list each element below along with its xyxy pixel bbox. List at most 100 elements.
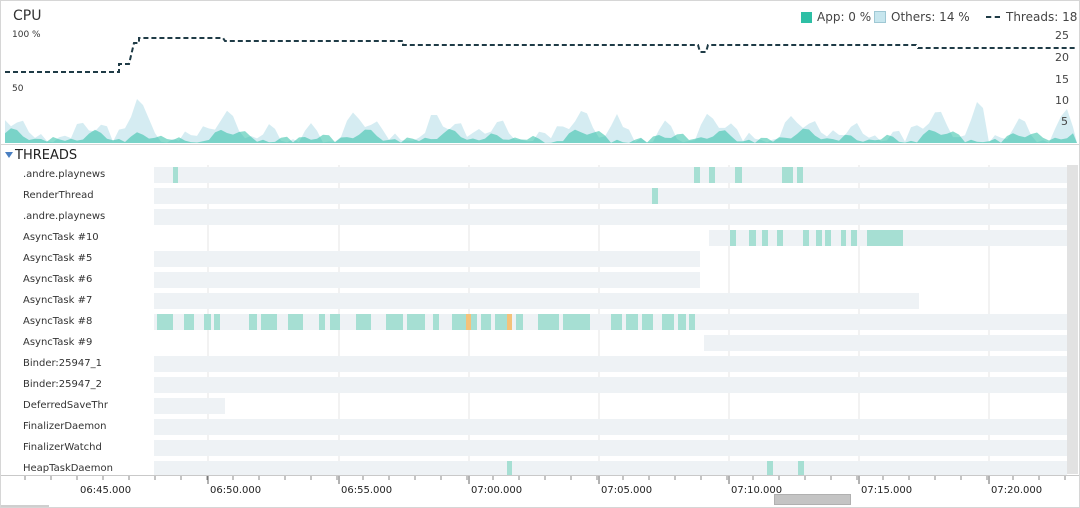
thread-running-segment	[797, 167, 803, 183]
legend-app-label: App: 0 %	[817, 10, 872, 24]
thread-track	[154, 314, 1067, 330]
thread-running-segment	[611, 314, 622, 330]
thread-running-segment	[642, 314, 653, 330]
thread-label[interactable]: FinalizerWatchd	[23, 442, 102, 453]
thread-label[interactable]: AsyncTask #10	[23, 232, 99, 243]
cpu-usage-chart	[5, 37, 1077, 143]
y-right-label-25: 25	[1055, 29, 1069, 42]
thread-label[interactable]: AsyncTask #5	[23, 253, 93, 264]
thread-running-segment	[777, 230, 783, 246]
horizontal-scroll-thumb[interactable]	[774, 494, 851, 505]
thread-label[interactable]: AsyncTask #9	[23, 337, 93, 348]
y-right-label-15: 15	[1055, 73, 1069, 86]
y-right-label-10: 10	[1055, 94, 1069, 107]
legend-threads-label: Threads: 18	[1006, 10, 1078, 24]
legend-threads: Threads: 18	[986, 10, 1077, 24]
thread-label[interactable]: .andre.playnews	[23, 169, 106, 180]
thread-running-segment	[386, 314, 403, 330]
legend-others-swatch	[874, 11, 886, 23]
thread-label[interactable]: AsyncTask #6	[23, 274, 93, 285]
thread-running-segment	[662, 314, 674, 330]
time-tick-label: 07:00.000	[471, 485, 523, 496]
time-axis-ticks	[24, 476, 1066, 484]
thread-running-segment	[678, 314, 686, 330]
thread-track	[154, 419, 1067, 435]
thread-track	[154, 251, 700, 267]
thread-track	[154, 398, 225, 414]
y-right-label-5: 5	[1061, 115, 1068, 128]
thread-running-segment	[767, 461, 773, 475]
threads-timeline[interactable]	[1, 1, 1067, 475]
thread-running-segment	[214, 314, 220, 330]
thread-running-segment	[563, 314, 590, 330]
thread-track	[154, 188, 1067, 204]
thread-runnable-segment	[507, 314, 512, 330]
time-tick-label: 06:50.000	[210, 485, 262, 496]
cpu-panel[interactable]: CPU 100 % 50 App: 0 % Others: 14 % Threa…	[1, 1, 1079, 145]
thread-label[interactable]: AsyncTask #7	[23, 295, 93, 306]
thread-running-segment	[452, 314, 467, 330]
thread-running-segment	[626, 314, 638, 330]
thread-running-segment	[173, 167, 178, 183]
thread-running-segment	[803, 230, 809, 246]
time-tick-label: 07:20.000	[991, 485, 1043, 496]
thread-label[interactable]: HeapTaskDaemon	[23, 463, 113, 474]
legend-others-label: Others: 14 %	[891, 10, 970, 24]
thread-running-segment	[261, 314, 277, 330]
thread-track	[154, 440, 1067, 456]
thread-track	[704, 335, 1067, 351]
thread-running-segment	[735, 167, 742, 183]
thread-label[interactable]: Binder:25947_2	[23, 379, 102, 390]
thread-running-segment	[689, 314, 695, 330]
thread-running-segment	[330, 314, 340, 330]
thread-running-segment	[841, 230, 846, 246]
thread-running-segment	[825, 230, 831, 246]
thread-track	[154, 167, 1067, 183]
thread-running-segment	[495, 314, 508, 330]
thread-label[interactable]: Binder:25947_1	[23, 358, 102, 369]
thread-running-segment	[481, 314, 491, 330]
time-tick-label: 07:15.000	[861, 485, 913, 496]
y-right-label-20: 20	[1055, 51, 1069, 64]
thread-label[interactable]: FinalizerDaemon	[23, 421, 107, 432]
bottom-left-scrollbar[interactable]	[1, 505, 49, 507]
legend-threads-swatch	[986, 16, 1000, 18]
thread-runnable-segment	[466, 314, 471, 330]
cpu-title: CPU	[13, 8, 42, 24]
thread-running-segment	[694, 167, 700, 183]
thread-track	[154, 356, 1067, 372]
thread-running-segment	[867, 230, 903, 246]
time-tick-label: 06:55.000	[341, 485, 393, 496]
thread-label[interactable]: DeferredSaveThr	[23, 400, 108, 411]
thread-track	[154, 209, 1067, 225]
time-tick-label: 07:10.000	[731, 485, 783, 496]
thread-running-segment	[516, 314, 523, 330]
thread-running-segment	[157, 314, 173, 330]
thread-track	[154, 461, 1067, 475]
legend-app: App: 0 %	[801, 10, 871, 24]
thread-running-segment	[319, 314, 325, 330]
app-cpu-area	[5, 128, 1077, 143]
thread-label[interactable]: RenderThread	[23, 190, 94, 201]
thread-running-segment	[288, 314, 303, 330]
thread-running-segment	[851, 230, 857, 246]
thread-running-segment	[204, 314, 211, 330]
thread-running-segment	[762, 230, 768, 246]
threads-section-header[interactable]: THREADS	[1, 147, 201, 165]
thread-label[interactable]: .andre.playnews	[23, 211, 106, 222]
thread-running-segment	[816, 230, 822, 246]
thread-running-segment	[471, 314, 477, 330]
thread-running-segment	[538, 314, 559, 330]
vertical-scrollbar[interactable]	[1067, 165, 1078, 474]
thread-running-segment	[433, 314, 439, 330]
thread-running-segment	[798, 461, 804, 475]
y-axis-label-50: 50	[12, 84, 24, 94]
thread-running-segment	[407, 314, 425, 330]
thread-running-segment	[184, 314, 194, 330]
legend-others: Others: 14 %	[874, 10, 970, 24]
thread-label[interactable]: AsyncTask #8	[23, 316, 93, 327]
thread-running-segment	[652, 188, 658, 204]
collapse-triangle-icon[interactable]	[5, 152, 13, 158]
time-axis[interactable]: 06:45.000 06:50.000 06:55.000 07:00.000 07:0…	[1, 475, 1079, 507]
